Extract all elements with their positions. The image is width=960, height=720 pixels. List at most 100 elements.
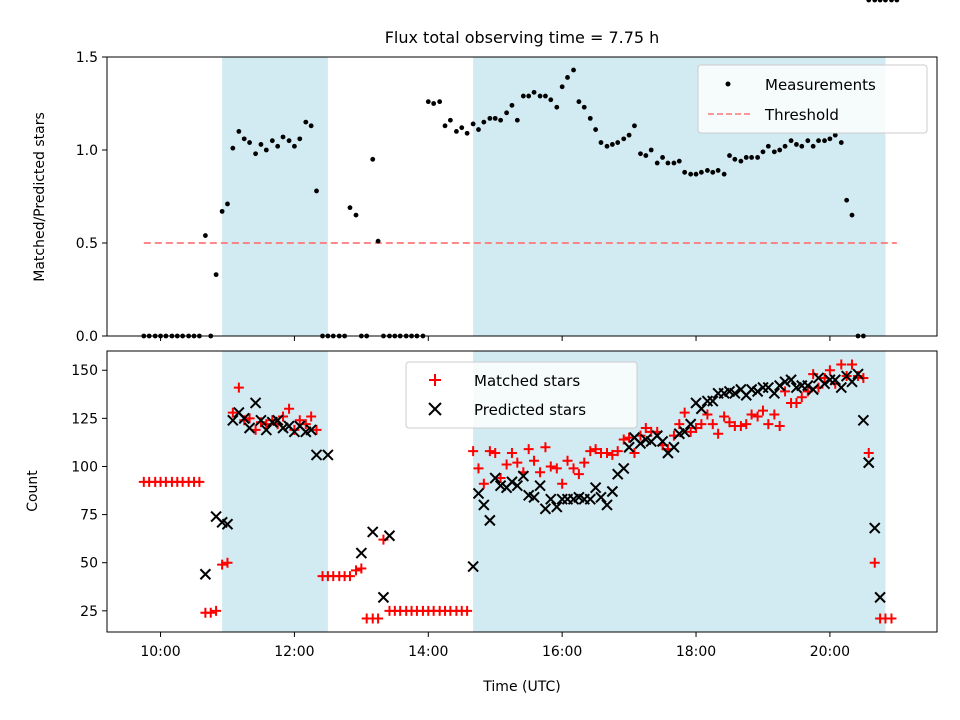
matched-star-point bbox=[612, 446, 623, 457]
measurement-point bbox=[604, 143, 610, 149]
top-axes-frame bbox=[106, 56, 938, 337]
matched-star-point bbox=[769, 409, 780, 420]
measurement-point bbox=[213, 272, 219, 278]
measurement-point bbox=[280, 134, 286, 140]
x-axis-label: Time (UTC) bbox=[482, 679, 560, 695]
measurement-point bbox=[225, 201, 230, 207]
predicted-star-point bbox=[802, 379, 814, 392]
matched-star-points bbox=[139, 359, 897, 624]
predicted-star-point bbox=[623, 441, 635, 453]
measurement-point bbox=[559, 84, 565, 90]
matched-star-point bbox=[373, 613, 384, 624]
measurement-point bbox=[537, 93, 543, 99]
measurement-point bbox=[849, 212, 855, 218]
predicted-star-point bbox=[355, 547, 368, 559]
measurement-point bbox=[822, 138, 827, 144]
measurement-point bbox=[236, 129, 242, 134]
matched-star-point bbox=[222, 557, 233, 568]
measurement-point bbox=[514, 117, 520, 123]
matched-star-point bbox=[713, 428, 724, 439]
legend-matched-marker bbox=[429, 374, 441, 386]
y-tick-label: 0.0 bbox=[76, 329, 98, 345]
bottom-legend-box bbox=[405, 361, 638, 429]
top-legend: Measurements Threshold bbox=[697, 64, 928, 134]
measurement-point bbox=[581, 104, 587, 110]
legend-threshold-label: Threshold bbox=[764, 106, 839, 124]
predicted-star-point bbox=[506, 476, 518, 488]
y-tick-label: 50 bbox=[80, 556, 98, 572]
predicted-star-point bbox=[707, 395, 719, 407]
predicted-star-point bbox=[829, 374, 841, 386]
predicted-star-point bbox=[367, 526, 379, 538]
y-tick-label: 1.5 bbox=[76, 50, 98, 66]
x-tick-label: 16:00 bbox=[542, 644, 582, 660]
legend-measurement-marker bbox=[725, 81, 731, 87]
predicted-star-point bbox=[595, 491, 607, 503]
matched-star-point bbox=[501, 459, 512, 470]
y-tick-label: 75 bbox=[80, 508, 98, 524]
measurement-point bbox=[258, 142, 264, 147]
measurement-point bbox=[263, 147, 269, 153]
matched-star-point bbox=[284, 403, 295, 414]
measurement-point bbox=[286, 138, 292, 144]
top-y-axis-label: Matched/Predicted stars bbox=[32, 112, 48, 282]
shaded-interval-0-0 bbox=[222, 57, 328, 336]
measurement-point bbox=[498, 117, 503, 123]
predicted-star-point bbox=[695, 403, 708, 415]
predicted-star-points bbox=[199, 369, 886, 604]
predicted-star-point bbox=[377, 591, 390, 604]
measurement-point bbox=[626, 132, 632, 138]
measurement-point bbox=[308, 123, 314, 129]
predicted-star-point bbox=[634, 437, 647, 450]
predicted-star-point bbox=[243, 422, 256, 434]
measurement-point bbox=[442, 123, 448, 129]
measurement-point bbox=[370, 156, 376, 162]
measurement-point bbox=[698, 169, 704, 175]
measurement-point bbox=[487, 115, 493, 121]
matched-star-point bbox=[568, 463, 579, 474]
measurement-point bbox=[705, 168, 710, 173]
predicted-star-point bbox=[539, 503, 552, 515]
measurement-point bbox=[297, 136, 303, 142]
matched-star-point bbox=[462, 605, 473, 616]
matched-star-point bbox=[490, 448, 501, 459]
top-shaded-intervals bbox=[222, 57, 886, 336]
matched-star-point bbox=[746, 409, 757, 420]
y-tick-label: 1.0 bbox=[76, 143, 98, 159]
measurement-point bbox=[777, 147, 783, 153]
matched-star-point bbox=[294, 415, 305, 426]
predicted-star-point bbox=[835, 381, 847, 394]
measurement-point bbox=[810, 143, 816, 149]
predicted-star-point bbox=[199, 568, 212, 580]
matched-star-point bbox=[707, 419, 718, 430]
measurement-point bbox=[476, 127, 481, 132]
matched-star-point bbox=[640, 422, 651, 433]
predicted-star-point bbox=[305, 424, 317, 436]
y-tick-label: 150 bbox=[71, 363, 98, 379]
matched-star-point bbox=[211, 605, 222, 616]
predicted-star-point bbox=[517, 470, 530, 482]
measurement-point bbox=[543, 93, 548, 99]
matched-star-point bbox=[691, 422, 702, 433]
predicted-star-point bbox=[551, 501, 563, 513]
matched-star-point bbox=[863, 448, 874, 459]
matched-star-point bbox=[540, 442, 551, 453]
measurement-point bbox=[788, 138, 794, 144]
predicted-star-point bbox=[255, 414, 267, 426]
matched-star-point bbox=[311, 424, 322, 435]
measurement-point bbox=[660, 155, 665, 160]
measurement-point bbox=[827, 136, 833, 142]
bottom-y-axis-label: Count bbox=[25, 470, 41, 512]
measurement-point bbox=[743, 155, 749, 160]
measurement-point bbox=[883, 0, 888, 3]
predicted-star-point bbox=[484, 514, 496, 527]
measurement-point bbox=[755, 155, 761, 160]
predicted-star-point bbox=[467, 560, 479, 573]
measurement-point bbox=[520, 93, 526, 99]
measurement-point bbox=[459, 125, 465, 131]
matched-star-point bbox=[702, 409, 713, 420]
chart-title: Flux total observing time = 7.75 h bbox=[385, 28, 660, 47]
predicted-star-point bbox=[857, 414, 870, 426]
measurement-point bbox=[794, 142, 799, 147]
matched-star-point bbox=[545, 461, 556, 472]
